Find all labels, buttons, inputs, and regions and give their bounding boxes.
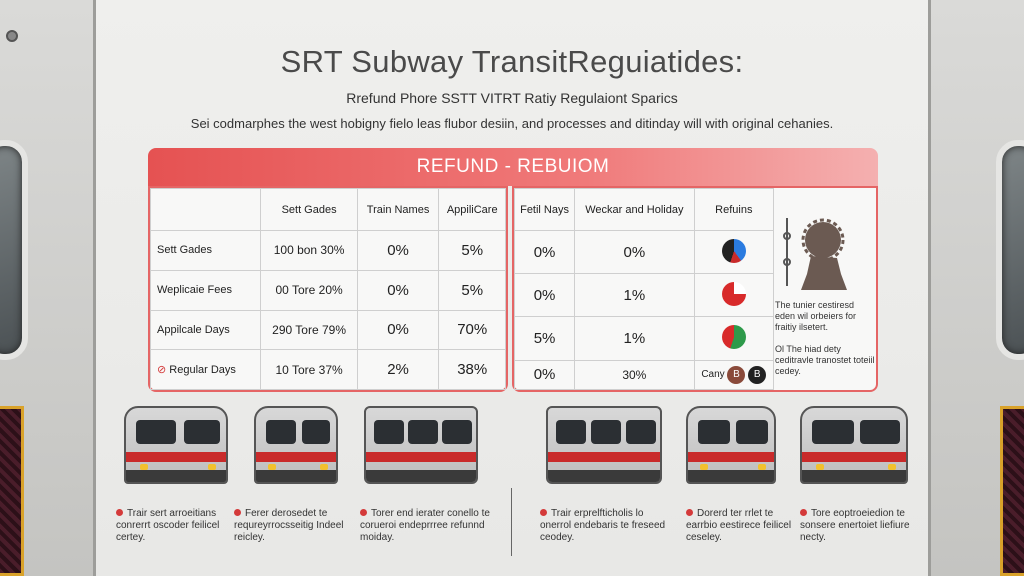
- door-window: [996, 140, 1024, 360]
- table-row: Appilcale Days 290 Tore 79% 0% 70%: [149, 309, 506, 351]
- refund-table-left: Sett Gades Train Names AppiliCare Sett G…: [148, 186, 508, 392]
- pie-green-icon: [721, 325, 746, 350]
- refund-banner: REFUND - REBUIOM: [148, 148, 878, 186]
- row-label: Appilcale Days: [149, 309, 262, 351]
- table-cell: 10 Tore 37%: [260, 349, 358, 390]
- table-row: 0% 1%: [513, 273, 775, 318]
- door-grab-rail: [0, 406, 24, 576]
- table-cell: [693, 316, 775, 361]
- row-label: Sett Gades: [149, 230, 262, 271]
- table-header: Refuins: [693, 188, 775, 231]
- table-cell: [693, 273, 775, 318]
- head-profile-icon: [783, 218, 847, 290]
- table-header: AppiliCare: [438, 188, 506, 231]
- table-row: 5% 1%: [513, 316, 775, 361]
- train-icon: [800, 406, 908, 484]
- table-cell: 2%: [356, 349, 440, 390]
- table-cell: 290 Tore 79%: [260, 309, 358, 351]
- table-header: Train Names: [356, 188, 440, 231]
- divider-arrow: [511, 488, 512, 556]
- left-train-door: [0, 0, 96, 576]
- info-panel: SRT Subway TransitReguiatides: Rrefund P…: [96, 0, 928, 576]
- table-row: Weplicaie Fees 00 Tore 20% 0% 5%: [149, 269, 506, 311]
- pie-red-icon: [721, 281, 746, 306]
- train-icon: [546, 406, 662, 484]
- table-header: Sett Gades: [260, 188, 358, 231]
- row-label: ⊘ Regular Days: [149, 349, 262, 390]
- table-header: Weckar and Holiday: [574, 188, 695, 231]
- pie-blue-icon: [721, 238, 746, 263]
- door-window: [0, 140, 28, 360]
- train-icon: [364, 406, 478, 484]
- table-cell: 5%: [513, 316, 576, 361]
- table-cell: 00 Tore 20%: [260, 269, 358, 311]
- table-row: Sett Gades 100 bon 30% 0% 5%: [149, 230, 506, 271]
- table-cell: 1%: [574, 273, 695, 318]
- train-icon: [254, 406, 338, 484]
- table-cell: 0%: [356, 269, 440, 311]
- door-sensor-icon: [6, 30, 18, 42]
- table-row: 0% 30% Cany B B: [513, 359, 775, 391]
- side-note: Ol The hiad dety ceditravle tranostet to…: [775, 344, 875, 376]
- table-header: [149, 188, 262, 231]
- table-header: Fetil Nays: [513, 188, 576, 231]
- train-caption: Torer end ierater conello te corueroi en…: [360, 508, 490, 543]
- table-cell: 70%: [438, 309, 506, 351]
- table-cell: 0%: [513, 273, 576, 318]
- row-label-text: Regular Days: [169, 364, 236, 377]
- train-caption: Dorerd ter rrlet te earrbio eestirece fe…: [686, 508, 792, 543]
- table-cell: 1%: [574, 316, 695, 361]
- door-grab-rail: [1000, 406, 1024, 576]
- train-icon: [686, 406, 776, 484]
- side-note: The tunier cestiresd eden wil orbeiers f…: [775, 300, 857, 332]
- badge-icon: B: [748, 365, 767, 384]
- cell-label: Cany: [701, 368, 725, 380]
- table-cell: 0%: [513, 359, 576, 391]
- badge-icon: B: [727, 365, 746, 384]
- table-cell: 0%: [574, 229, 695, 275]
- page-title: SRT Subway TransitReguiatides:: [280, 44, 744, 79]
- table-cell: 5%: [438, 230, 506, 271]
- table-cell: 5%: [438, 269, 506, 311]
- table-cell: 0%: [513, 229, 576, 275]
- right-train-door: [928, 0, 1024, 576]
- warning-dot-icon: ⊘: [157, 364, 167, 377]
- table-cell: 0%: [356, 230, 440, 271]
- train-caption: Trair erprelfticholis lo onerrol endebar…: [540, 508, 666, 543]
- train-caption: Trair sert arroeitians conrerrt oscoder …: [116, 508, 220, 543]
- table-cell: Cany B B: [693, 359, 775, 391]
- row-label: Weplicaie Fees: [149, 269, 262, 311]
- train-caption: Ferer derosedet te requreyrrocsseitig In…: [234, 508, 344, 543]
- side-notes: The tunier cestiresd eden wil orbeiers f…: [761, 200, 875, 380]
- page-subtitle: Rrefund Phore SSTT VITRT Ratiy Regulaion…: [346, 90, 678, 106]
- table-cell: 100 bon 30%: [260, 230, 358, 271]
- train-icon: [124, 406, 228, 484]
- train-illustrations: [96, 406, 928, 486]
- table-cell: 0%: [356, 309, 440, 351]
- table-cell: 38%: [438, 349, 506, 390]
- table-row: 0% 0%: [513, 229, 775, 275]
- page-description: Sei codmarphes the west hobigny fielo le…: [190, 116, 834, 131]
- table-cell: [693, 229, 775, 275]
- table-row: ⊘ Regular Days 10 Tore 37% 2% 38%: [149, 349, 506, 390]
- table-cell: 30%: [574, 359, 695, 391]
- train-caption: Tore eoptroeiedion te sonsere enertoiet …: [800, 508, 910, 543]
